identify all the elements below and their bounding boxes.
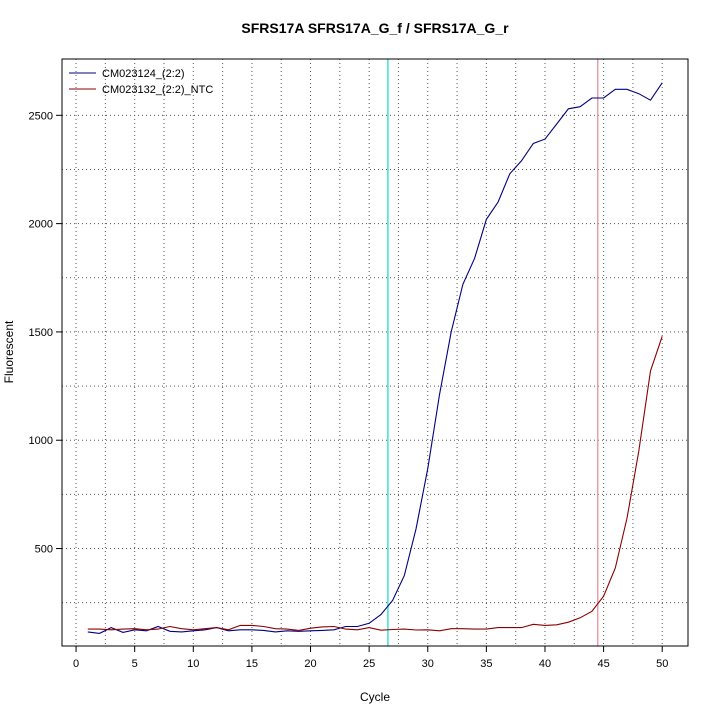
x-tick-label-1: 5 [132,658,138,670]
x-tick-label-4: 20 [304,658,316,670]
series-line-2 [87,336,663,632]
plot-frame [61,58,689,647]
y-tick-label-3: 2000 [29,219,53,231]
y-axis-label: Fluorescent [2,320,16,383]
chart-title: SFRS17A SFRS17A_G_f / SFRS17A_G_r [241,20,509,36]
series-line-1 [87,82,663,634]
x-tick-label-10: 50 [656,658,668,670]
x-tick-label-9: 45 [597,658,609,670]
x-axis-label: Cycle [360,690,390,704]
legend: CM023124_(2:2) CM023132_(2:2)_NTC [69,68,213,96]
x-axis: 0 5 10 15 20 25 30 35 40 45 50 [73,645,668,670]
y-tick-label-4: 2500 [29,110,53,122]
y-axis: 500 1000 1500 2000 2500 [29,110,63,556]
x-tick-label-7: 35 [480,658,492,670]
series-lines [87,82,663,634]
x-tick-label-3: 15 [246,658,258,670]
y-tick-label-0: 500 [35,544,53,556]
x-tick-label-5: 25 [363,658,375,670]
grid [62,59,688,646]
legend-label-series-1: CM023124_(2:2) [102,68,185,80]
legend-label-series-2: CM023132_(2:2)_NTC [102,84,213,96]
y-tick-label-1: 1000 [29,435,53,447]
x-tick-label-8: 40 [539,658,551,670]
x-tick-label-0: 0 [73,658,79,670]
x-tick-label-6: 30 [422,658,434,670]
x-tick-label-2: 10 [187,658,199,670]
threshold-lines [387,59,599,646]
y-tick-label-2: 1500 [29,327,53,339]
